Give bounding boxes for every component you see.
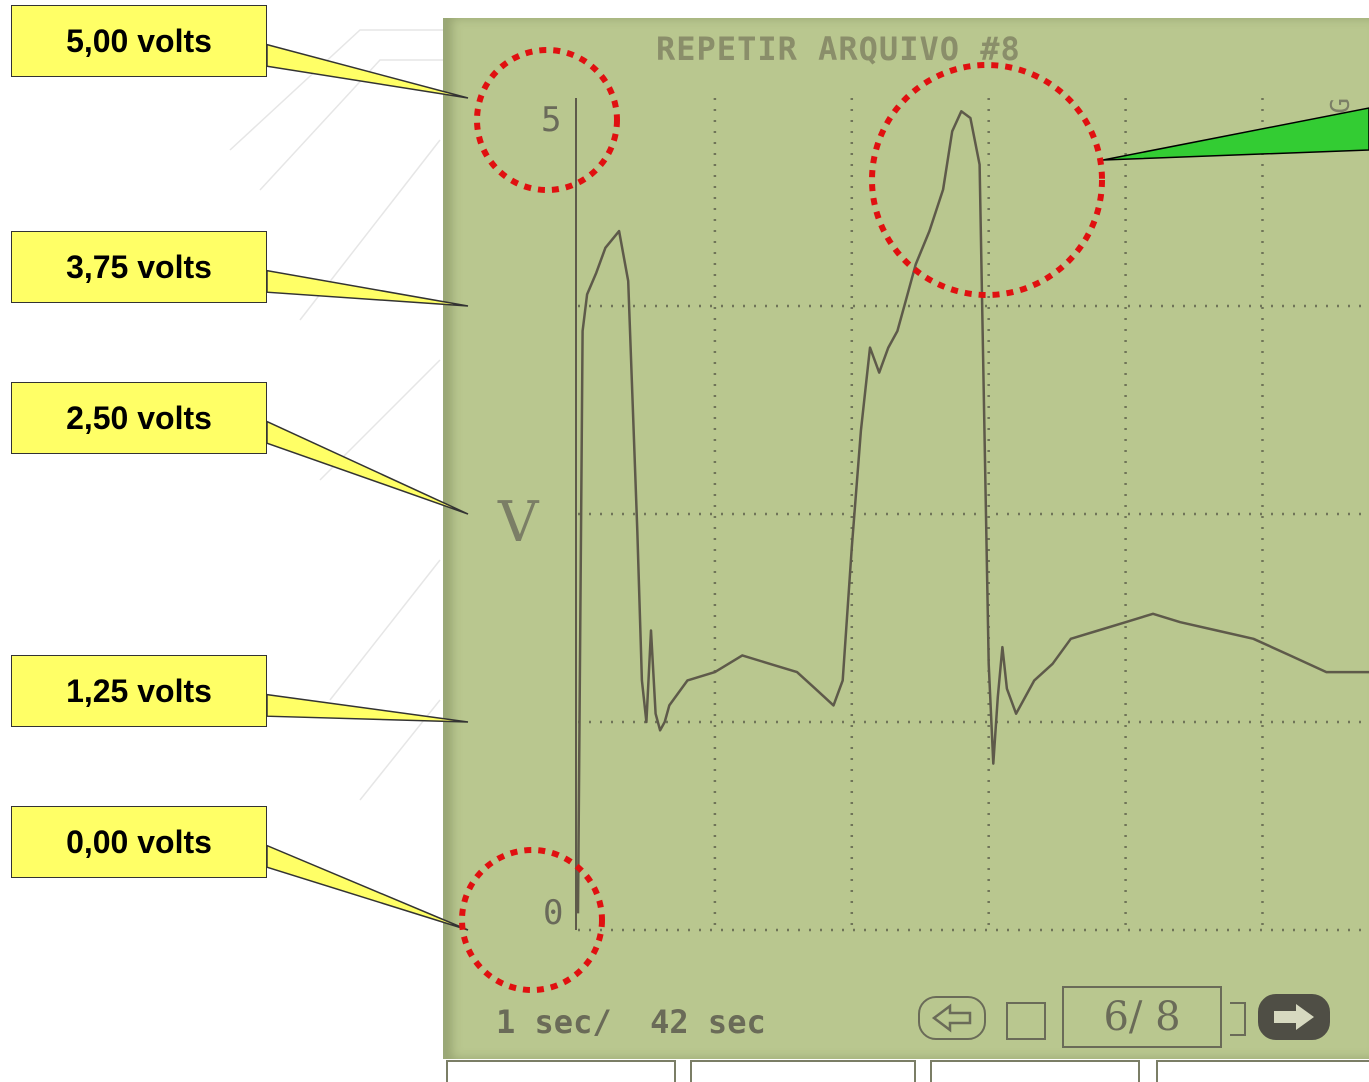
scale-top-label: 5 [541, 100, 562, 140]
scope-title: REPETIR ARQUIVO #8 [656, 30, 1021, 68]
waveform-plot [575, 98, 1369, 932]
unit-label: V [498, 490, 539, 555]
right-arrow-icon [1274, 1004, 1314, 1030]
callout-0v: 0,00 volts [11, 806, 267, 878]
record-pager: 6/ 8 [918, 986, 1369, 1048]
callout-1-25v: 1,25 volts [11, 655, 267, 727]
pager-bracket [1230, 1002, 1246, 1036]
oscilloscope-screen: REPETIR ARQUIVO #8 5 0 V ZG 1 sec/ 42 se… [443, 18, 1369, 1082]
page-counter: 6/ 8 [1062, 986, 1222, 1048]
callout-2-50v: 2,50 volts [11, 382, 267, 454]
plot-grid [578, 98, 1369, 932]
prev-page-button[interactable] [918, 996, 986, 1040]
scale-bottom-label: 0 [543, 893, 564, 933]
callout-3-75v: 3,75 volts [11, 231, 267, 303]
callout-5v: 5,00 volts [11, 5, 267, 77]
left-arrow-icon [931, 1003, 972, 1033]
softkey-tab-3[interactable] [930, 1060, 1140, 1082]
softkey-tab-1[interactable] [446, 1060, 676, 1082]
softkey-tab-4[interactable] [1156, 1060, 1369, 1082]
voltage-trace [576, 110, 1369, 914]
next-page-button[interactable] [1258, 994, 1330, 1040]
edge-label: ZG [1326, 98, 1356, 130]
timebase-label: 1 sec/ 42 sec [496, 1003, 766, 1041]
pager-indicator [1006, 1002, 1046, 1040]
softkey-tab-2[interactable] [690, 1060, 916, 1082]
